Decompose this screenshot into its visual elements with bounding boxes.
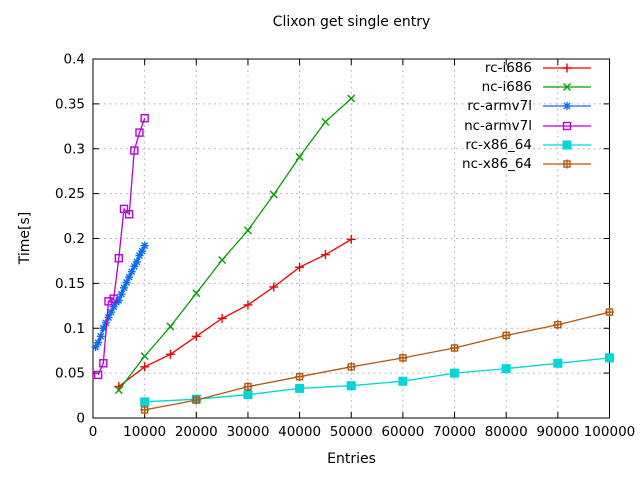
series-nc-armv7l (93, 114, 149, 380)
x-tick-label: 60000 (381, 424, 424, 440)
series-nc-x86_64 (140, 307, 614, 415)
x-tick-label: 80000 (485, 424, 528, 440)
legend-item-nc-x86_64: nc-x86_64 (462, 154, 592, 173)
x-tick-label: 40000 (278, 424, 321, 440)
legend-item-rc-x86_64: rc-x86_64 (462, 135, 592, 154)
gridlines (93, 59, 610, 418)
x-tick-label: 0 (89, 424, 98, 440)
y-tick-label: 0.15 (55, 276, 85, 292)
legend-key-icon (543, 102, 591, 111)
series-rc-x86_64 (140, 353, 614, 407)
y-tick-label: 0.2 (64, 231, 85, 247)
axis-ticks (92, 58, 610, 419)
y-tick-label: 0.05 (55, 366, 85, 382)
legend-key-icon (543, 159, 591, 169)
legend-label: rc-x86_64 (465, 136, 532, 153)
x-tick-labels: 0 10000 20000 30000 40000 50000 60000 70000 8000… (89, 424, 636, 440)
legend-key-icon (543, 82, 591, 91)
x-tick-label: 50000 (330, 424, 373, 440)
x-tick-label: 70000 (433, 424, 476, 440)
series-rc-armv7l (91, 241, 149, 352)
legend-item-nc-i686: nc-i686 (462, 77, 592, 96)
series-nc-i686 (114, 94, 356, 395)
legend-label: rc-i686 (484, 59, 532, 76)
y-tick-label: 0.4 (64, 52, 85, 68)
legend-item-rc-i686: rc-i686 (462, 58, 592, 77)
y-tick-label: 0.1 (64, 321, 85, 337)
legend-key-icon (543, 121, 591, 130)
legend-label: nc-armv7l (464, 117, 532, 134)
y-tick-label: 0 (76, 411, 85, 427)
legend-key-icon (543, 63, 591, 73)
legend-item-rc-armv7l: rc-armv7l (462, 97, 592, 116)
x-tick-label: 90000 (536, 424, 579, 440)
x-tick-label: 30000 (226, 424, 269, 440)
x-tick-label: 100000 (584, 424, 636, 440)
x-axis-label: Entries (327, 451, 376, 467)
y-tick-label: 0.25 (55, 186, 85, 202)
y-tick-labels: 0 0.05 0.1 0.15 0.2 0.25 0.3 0.35 0.4 (55, 52, 85, 427)
x-tick-label: 20000 (175, 424, 218, 440)
chart-title: Clixon get single entry (272, 14, 431, 30)
x-tick-label: 10000 (123, 424, 166, 440)
y-tick-label: 0.35 (55, 96, 85, 112)
y-tick-label: 0.3 (64, 141, 85, 157)
legend: rc-i686 nc-i686 rc-armv7l nc-armv7l rc-x… (462, 58, 592, 174)
legend-label: nc-i686 (481, 78, 532, 95)
legend-label: rc-armv7l (467, 98, 532, 115)
legend-key-icon (543, 140, 591, 150)
y-axis-label: Time[s] (17, 211, 33, 265)
legend-label: nc-x86_64 (462, 156, 532, 173)
series-rc-i686 (114, 234, 356, 392)
legend-item-nc-armv7l: nc-armv7l (462, 116, 592, 135)
